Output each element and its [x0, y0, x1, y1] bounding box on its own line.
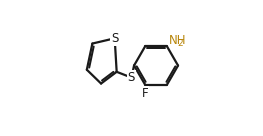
Text: F: F [142, 87, 148, 100]
Text: NH: NH [169, 34, 186, 47]
Text: S: S [111, 32, 118, 45]
Text: S: S [128, 71, 135, 84]
Text: 2: 2 [178, 38, 184, 48]
